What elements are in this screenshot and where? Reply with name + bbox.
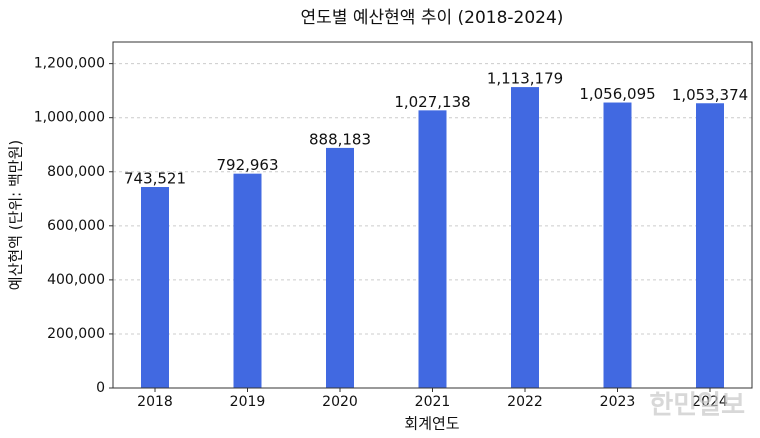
y-tick-label: 200,000 (47, 326, 105, 342)
value-label: 1,113,179 (487, 70, 563, 88)
watermark: 한민일보 (649, 391, 745, 421)
value-label: 1,027,138 (394, 93, 470, 111)
value-label: 743,521 (124, 170, 186, 188)
x-tick-label: 2021 (415, 394, 451, 410)
x-tick-label: 2018 (137, 394, 173, 410)
x-tick-label: 2022 (507, 394, 543, 410)
bar (603, 102, 632, 388)
bar (696, 103, 724, 389)
bar (141, 187, 169, 388)
x-tick-label: 2020 (322, 394, 358, 410)
y-tick-label: 800,000 (47, 164, 105, 180)
chart-title: 연도별 예산현액 추이 (2018-2024) (301, 8, 564, 28)
y-tick-label: 0 (96, 380, 105, 396)
y-tick-label: 1,000,000 (34, 110, 105, 126)
x-tick-label: 2023 (600, 394, 636, 410)
y-axis-label: 예산현액 (단위: 백만원) (7, 140, 25, 291)
x-axis-label: 회계연도 (404, 415, 459, 433)
y-tick-label: 400,000 (47, 272, 105, 288)
value-label: 792,963 (216, 156, 278, 174)
y-tick-label: 600,000 (47, 218, 105, 234)
bar (326, 147, 354, 388)
value-label: 1,053,374 (672, 86, 748, 104)
value-label: 1,056,095 (579, 85, 655, 103)
bar (511, 87, 539, 388)
plot-frame (112, 41, 753, 389)
y-tick-label: 1,200,000 (34, 56, 105, 72)
bar (233, 173, 262, 388)
value-label: 888,183 (309, 130, 371, 148)
x-tick-label: 2024 (692, 394, 728, 410)
x-tick-label: 2019 (230, 394, 266, 410)
bar (418, 110, 447, 389)
